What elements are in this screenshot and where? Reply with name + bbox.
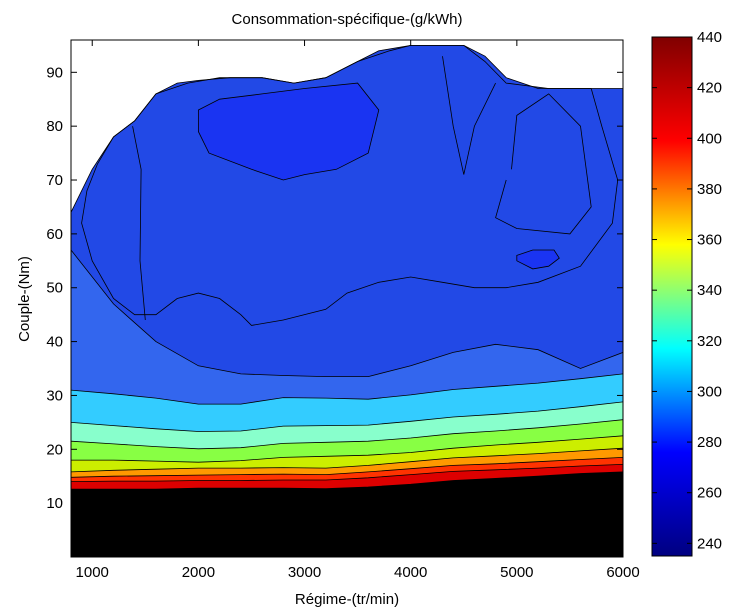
colorbar-tick-label: 300 [697,383,722,400]
y-tick-label: 10 [46,495,63,512]
colorbar-tick-label: 360 [697,232,722,249]
contour-fill-440 [71,471,623,557]
x-tick-label: 2000 [182,564,215,581]
y-tick-label: 50 [46,280,63,297]
x-axis-label: Régime-(tr/min) [295,591,399,608]
contour-line-340 [71,419,623,450]
y-tick-label: 90 [46,64,63,81]
contour-line-380 [71,447,623,473]
colorbar-tick-label: 260 [697,485,722,502]
colorbar-tick-label: 420 [697,80,722,97]
colorbar-tick-label: 280 [697,434,722,451]
colorbar-tick-label: 400 [697,130,722,147]
colorbar-ticks: 240 260 280 300 320 340 360 380 400 420 440 [652,29,722,552]
y-tick-label: 30 [46,387,63,404]
contour-line-360 [71,435,623,463]
y-tick-label: 40 [46,334,63,351]
contour-line-inner-0 [132,126,146,321]
contour-line-400 [71,457,623,478]
y-axis-label: Couple-(Nm) [16,256,33,342]
plot-frame [70,39,624,558]
x-axis: 1000 2000 3000 4000 5000 6000 [76,40,640,581]
colorbar-tick-label: 440 [697,29,722,46]
contour-lines [71,45,623,490]
x-tick-label: 3000 [288,564,321,581]
chart-title: Consommation-spécifique-(g/kWh) [232,11,463,28]
contour-fills [71,45,623,557]
y-tick-label: 60 [46,226,63,243]
contour-line-inner-1 [442,56,496,175]
y-tick-label: 70 [46,172,63,189]
contour-envelope [71,45,623,213]
contour-line-440 [71,471,623,490]
x-tick-label: 1000 [76,564,109,581]
colorbar-tick-label: 340 [697,282,722,299]
x-tick-label: 6000 [606,564,639,581]
contour-line-280 [71,249,623,377]
y-tick-label: 20 [46,441,63,458]
x-tick-label: 5000 [500,564,533,581]
colorbar-tick-label: 240 [697,535,722,552]
contour-line-420 [71,464,623,482]
contour-region-250b [516,249,560,270]
contour-line-inner-2 [495,93,592,235]
y-tick-label: 80 [46,118,63,135]
contour-line-300 [71,373,623,405]
plot-area [70,39,624,558]
colorbar: 240 260 280 300 320 340 360 380 400 420 440 [651,29,722,557]
x-tick-label: 4000 [394,564,427,581]
colorbar-gradient [651,36,693,557]
colorbar-tick-label: 320 [697,333,722,350]
colorbar-tick-label: 380 [697,181,722,198]
contour-region-250a [197,82,380,181]
y-axis: 10 20 30 40 50 60 70 80 90 [46,64,623,512]
contour-line-320 [71,401,623,432]
